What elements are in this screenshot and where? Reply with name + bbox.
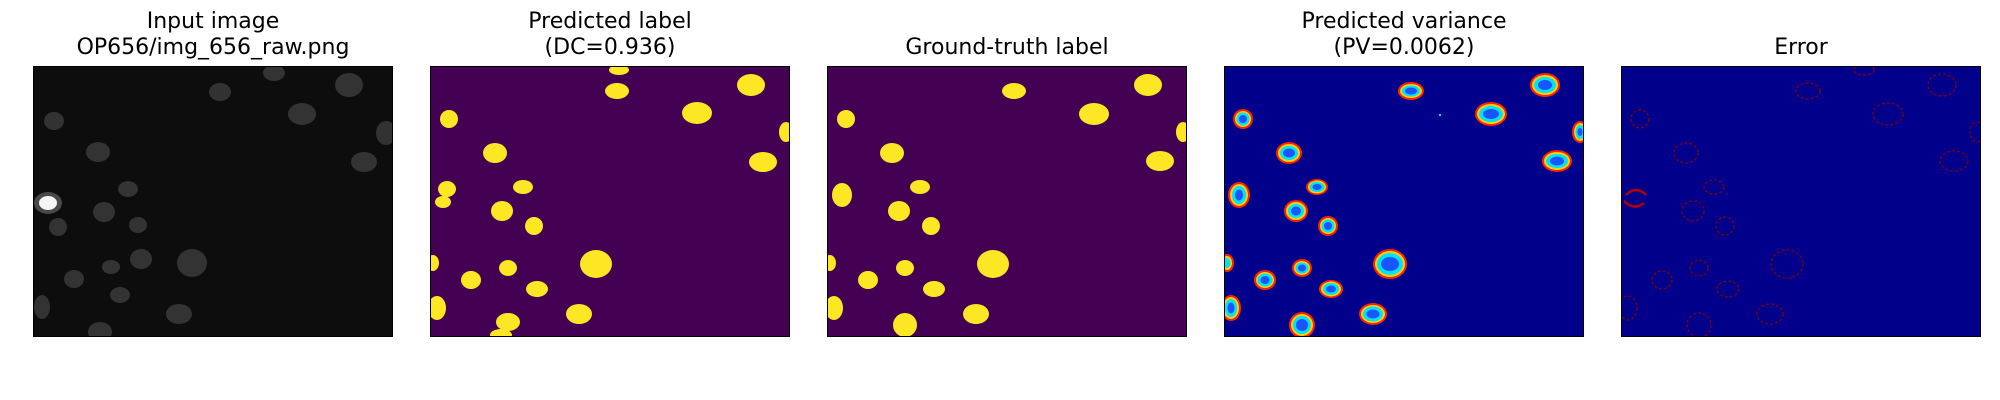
panel-error: Error [1621, 0, 1981, 340]
input-image [34, 67, 392, 336]
predicted-variance-image [1225, 67, 1583, 336]
panel-title: Predicted variance [1301, 9, 1507, 34]
predicted-label-image [431, 67, 789, 336]
panel-title: Predicted label [528, 9, 692, 34]
predicted-label-frame [430, 66, 790, 337]
error-frame [1621, 66, 1981, 337]
panel-predicted-variance: Predicted variance (PV=0.0062) [1224, 0, 1584, 340]
panel-subtitle: Error [1774, 35, 1828, 60]
panel-predicted-label: Predicted label (DC=0.936) [430, 0, 790, 340]
panel-subtitle: (PV=0.0062) [1333, 35, 1475, 60]
panel-subtitle: Ground-truth label [905, 35, 1109, 60]
panel-input-image: Input image OP656/img_656_raw.png [33, 0, 393, 340]
panel-title: Input image [146, 9, 280, 34]
predicted-variance-frame [1224, 66, 1584, 337]
panel-subtitle: OP656/img_656_raw.png [76, 35, 350, 60]
ground-truth-label-frame [827, 66, 1187, 337]
input-image-frame [33, 66, 393, 337]
panel-ground-truth-label: Ground-truth label [827, 0, 1187, 340]
ground-truth-label-image [828, 67, 1186, 336]
error-image [1622, 67, 1980, 336]
panel-subtitle: (DC=0.936) [544, 35, 676, 60]
